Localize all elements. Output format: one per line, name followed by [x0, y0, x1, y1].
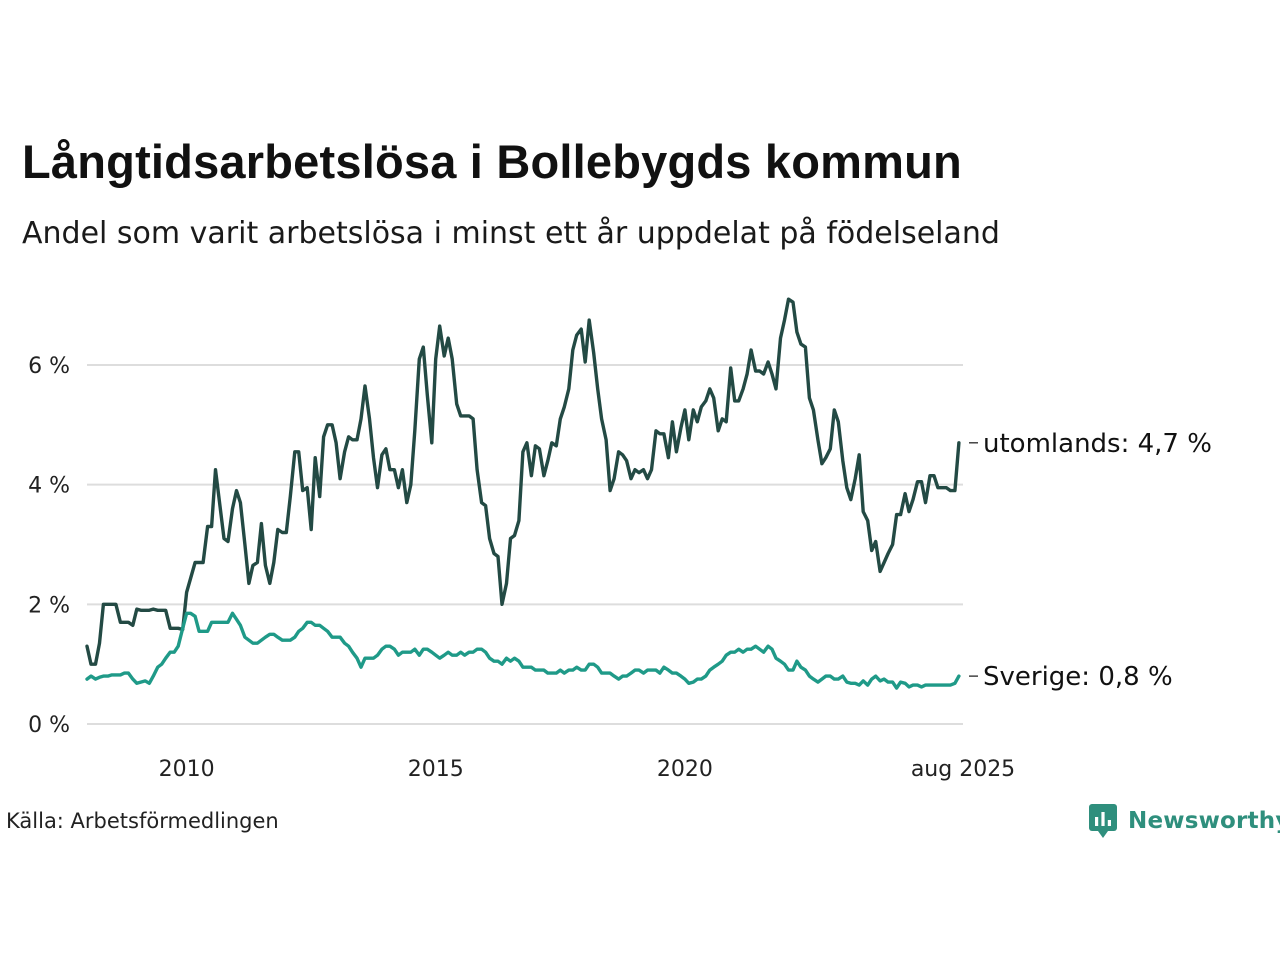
- chart-title: Långtidsarbetslösa i Bollebygds kommun: [22, 135, 962, 188]
- brand-name: Newsworthy: [1128, 808, 1280, 834]
- brand-logo: Newsworthy: [1088, 803, 1280, 839]
- chart-subtitle: Andel som varit arbetslösa i minst ett å…: [22, 216, 1000, 251]
- series-line-utomlands: [85, 297, 961, 666]
- y-tick-label: 2 %: [28, 593, 70, 618]
- y-tick-label: 4 %: [28, 474, 70, 499]
- end-label-sverige: Sverige: 0,8 %: [983, 662, 1173, 692]
- newsworthy-logo-icon: [1089, 804, 1117, 838]
- x-tick-label: aug 2025: [911, 757, 1015, 782]
- series-line-sverige: [85, 611, 961, 690]
- y-tick-label: 6 %: [28, 354, 70, 379]
- x-tick-label: 2010: [159, 757, 215, 782]
- end-label-utomlands: utomlands: 4,7 %: [983, 429, 1212, 459]
- x-tick-label: 2020: [657, 757, 713, 782]
- y-tick-label: 0 %: [28, 713, 70, 738]
- x-tick-label: 2015: [408, 757, 464, 782]
- source-note: Källa: Arbetsförmedlingen: [6, 809, 279, 833]
